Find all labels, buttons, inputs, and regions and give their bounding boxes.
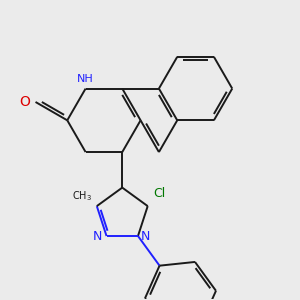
- Text: N: N: [93, 230, 103, 242]
- Text: O: O: [20, 95, 31, 109]
- Text: N: N: [141, 230, 150, 242]
- Text: Cl: Cl: [154, 187, 166, 200]
- Text: NH: NH: [77, 74, 94, 84]
- Text: CH$_3$: CH$_3$: [72, 189, 92, 203]
